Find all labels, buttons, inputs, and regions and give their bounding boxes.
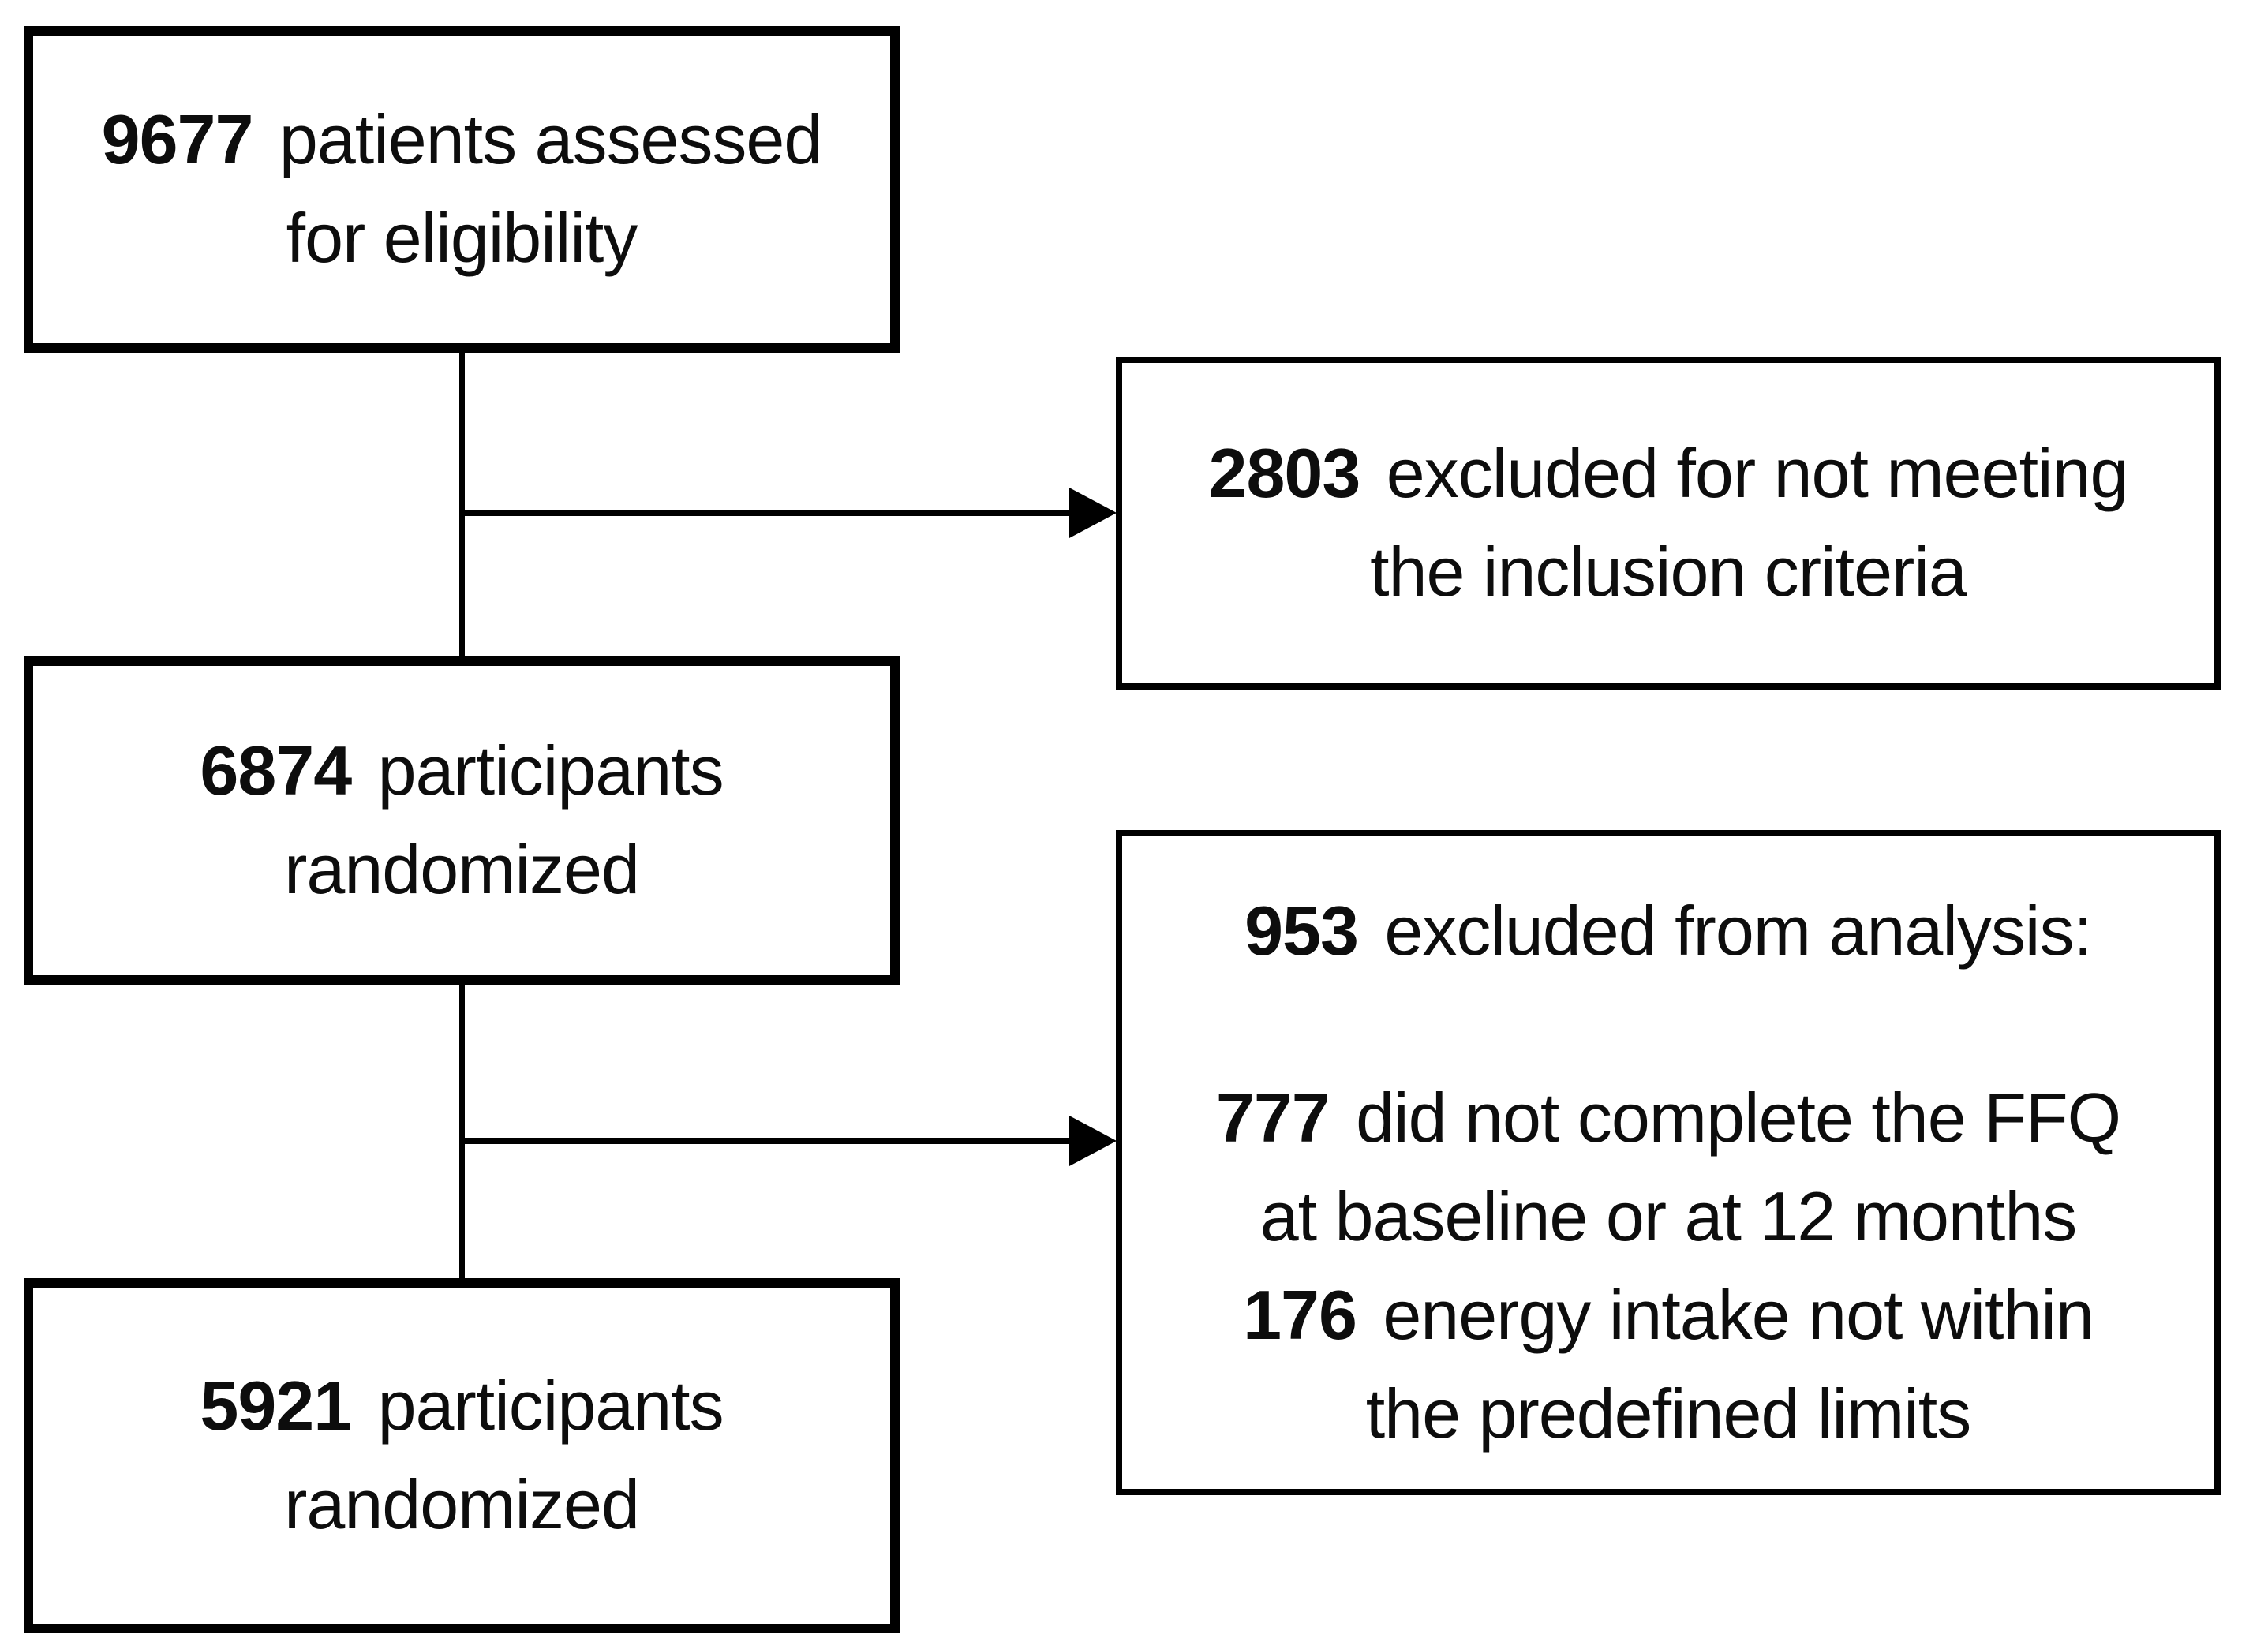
connector-randomized-to-final	[459, 982, 465, 1281]
label-energy-intake: energy intake not within	[1364, 1275, 2094, 1354]
box-participants-randomized-6874: 6874 participants randomized	[24, 656, 900, 985]
arrowhead-right-icon	[1069, 1116, 1117, 1166]
label-excluded-analysis: excluded from analysis:	[1365, 892, 2093, 970]
count-assessed: 9677	[101, 100, 254, 179]
exclusion-details: 777 did not complete the FFQ at baseline…	[1215, 1069, 2121, 1464]
label-randomized-6874-line2: randomized	[284, 830, 640, 908]
label-excluded-inclusion-line2: the inclusion criteria	[1370, 533, 1967, 611]
box-patients-assessed: 9677 patients assessed for eligibility	[24, 26, 900, 353]
count-randomized-6874: 6874	[200, 731, 352, 810]
count-ffq-incomplete: 777	[1215, 1078, 1330, 1157]
arrow-to-excluded-analysis	[462, 1138, 1071, 1144]
count-randomized-5921: 5921	[200, 1367, 352, 1445]
label-ffq-incomplete-line2: at baseline or at 12 months	[1259, 1176, 2078, 1255]
box-line: for eligibility	[286, 189, 638, 288]
label-assessed-line2: for eligibility	[286, 199, 638, 277]
label-excluded-inclusion: excluded for not meeting	[1368, 434, 2129, 513]
box-heading: 953 excluded from analysis:	[1244, 882, 2093, 981]
label-randomized-5921-line2: randomized	[284, 1465, 640, 1543]
box-line: 2803 excluded for not meeting	[1208, 424, 2129, 523]
arrow-to-excluded-inclusion	[462, 510, 1071, 516]
box-line: randomized	[284, 1456, 640, 1554]
label-energy-intake-line2: the predefined limits	[1365, 1374, 1972, 1453]
count-energy-intake: 176	[1243, 1275, 1357, 1354]
arrowhead-right-icon	[1069, 488, 1117, 538]
box-line: at baseline or at 12 months	[1216, 1168, 2120, 1266]
box-line: 9677 patients assessed	[101, 91, 823, 189]
box-line: the predefined limits	[1216, 1365, 2120, 1464]
box-excluded-from-analysis: 953 excluded from analysis: 777 did not …	[1116, 830, 2221, 1495]
box-line: 5921 participants	[200, 1357, 724, 1456]
label-randomized-5921: participants	[359, 1367, 724, 1445]
box-participants-randomized-5921: 5921 participants randomized	[24, 1278, 900, 1633]
connector-assessed-to-randomized	[459, 353, 465, 660]
box-line: the inclusion criteria	[1370, 523, 1967, 622]
count-excluded-analysis: 953	[1244, 892, 1359, 970]
count-excluded-inclusion: 2803	[1208, 434, 1361, 513]
box-excluded-inclusion-criteria: 2803 excluded for not meeting the inclus…	[1116, 357, 2221, 690]
box-line: 176 energy intake not within	[1216, 1266, 2120, 1365]
box-line: 777 did not complete the FFQ	[1215, 1069, 2121, 1168]
box-line: randomized	[284, 821, 640, 919]
label-ffq-incomplete: did not complete the FFQ	[1337, 1078, 2121, 1157]
box-line: 6874 participants	[200, 722, 724, 821]
label-assessed: patients assessed	[260, 100, 822, 179]
label-randomized-6874: participants	[359, 731, 724, 810]
